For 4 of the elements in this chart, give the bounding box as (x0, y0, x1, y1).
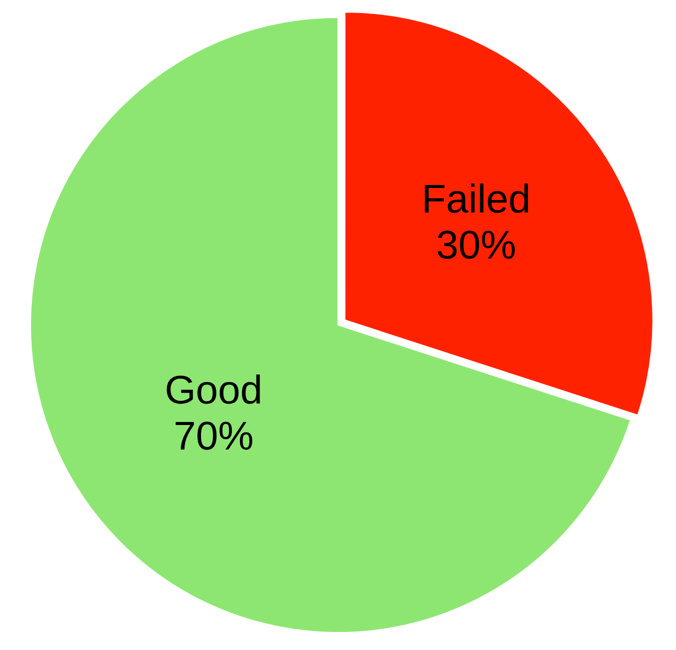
data-label: 70% (174, 414, 254, 458)
slice-label: Failed (422, 178, 531, 222)
slice-label: Good (164, 368, 263, 412)
data-label: 30% (436, 224, 516, 268)
